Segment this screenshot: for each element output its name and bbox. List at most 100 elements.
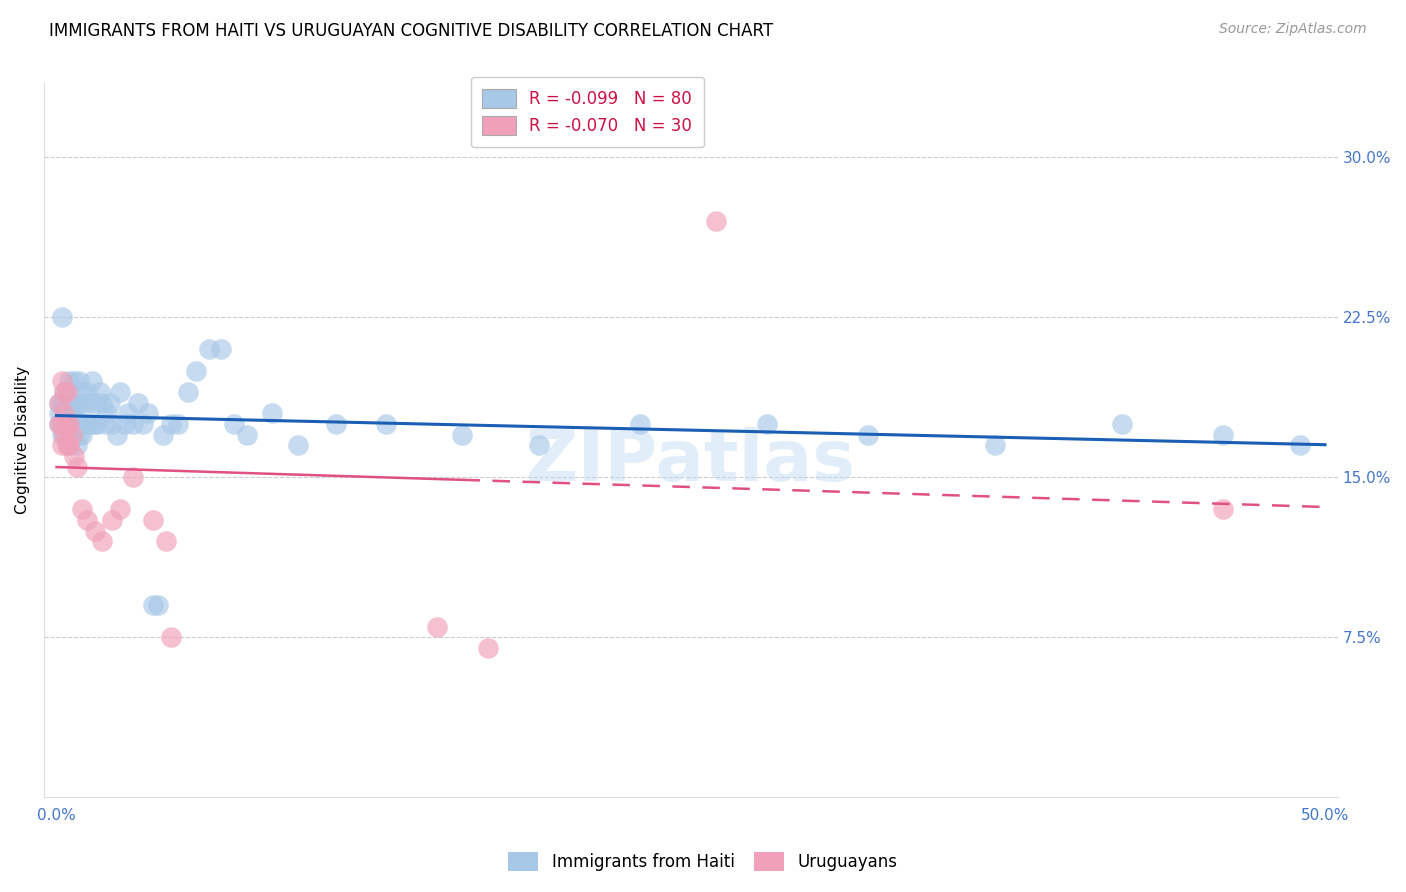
Text: Source: ZipAtlas.com: Source: ZipAtlas.com xyxy=(1219,22,1367,37)
Point xyxy=(55,417,77,431)
Point xyxy=(63,417,86,431)
Point xyxy=(55,396,77,410)
Point xyxy=(155,534,177,549)
Point xyxy=(197,343,219,357)
Point xyxy=(48,396,70,410)
Point xyxy=(53,427,76,442)
Point xyxy=(984,438,1007,452)
Point xyxy=(48,417,70,431)
Point xyxy=(96,407,118,421)
Point xyxy=(51,427,73,442)
Point xyxy=(48,417,70,431)
Point xyxy=(60,427,83,442)
Point xyxy=(375,417,398,431)
Point xyxy=(63,449,86,463)
Point xyxy=(858,427,880,442)
Point xyxy=(1212,427,1234,442)
Point xyxy=(1111,417,1133,431)
Y-axis label: Cognitive Disability: Cognitive Disability xyxy=(15,366,30,514)
Point xyxy=(53,385,76,400)
Point xyxy=(426,620,449,634)
Point xyxy=(70,427,93,442)
Point xyxy=(66,438,89,452)
Point xyxy=(91,534,114,549)
Point xyxy=(167,417,190,431)
Point xyxy=(73,396,96,410)
Point xyxy=(159,631,181,645)
Point xyxy=(262,407,284,421)
Point xyxy=(236,427,259,442)
Text: IMMIGRANTS FROM HAITI VS URUGUAYAN COGNITIVE DISABILITY CORRELATION CHART: IMMIGRANTS FROM HAITI VS URUGUAYAN COGNI… xyxy=(49,22,773,40)
Point xyxy=(121,417,143,431)
Point xyxy=(177,385,200,400)
Point xyxy=(73,417,96,431)
Point xyxy=(70,385,93,400)
Point xyxy=(477,641,499,656)
Point xyxy=(51,417,73,431)
Point xyxy=(224,417,246,431)
Point xyxy=(89,385,111,400)
Point xyxy=(98,396,121,410)
Point xyxy=(755,417,778,431)
Point xyxy=(53,385,76,400)
Point xyxy=(117,407,139,421)
Point xyxy=(63,407,86,421)
Point xyxy=(83,396,105,410)
Point xyxy=(79,396,101,410)
Point xyxy=(60,396,83,410)
Point xyxy=(53,407,76,421)
Point xyxy=(704,214,727,228)
Point xyxy=(152,427,174,442)
Text: ZIPatlas: ZIPatlas xyxy=(526,427,856,496)
Point xyxy=(628,417,651,431)
Point xyxy=(107,427,129,442)
Point xyxy=(287,438,309,452)
Point xyxy=(60,407,83,421)
Point xyxy=(101,513,124,527)
Point xyxy=(76,417,98,431)
Point xyxy=(55,385,77,400)
Point xyxy=(67,427,90,442)
Point xyxy=(76,513,98,527)
Point xyxy=(108,385,131,400)
Point xyxy=(55,407,77,421)
Point xyxy=(83,417,105,431)
Point xyxy=(51,310,73,325)
Point xyxy=(55,417,77,431)
Point xyxy=(58,417,80,431)
Point xyxy=(53,427,76,442)
Point xyxy=(1288,438,1310,452)
Point xyxy=(66,417,89,431)
Point xyxy=(101,417,124,431)
Point xyxy=(51,396,73,410)
Legend: R = -0.099   N = 80, R = -0.070   N = 30: R = -0.099 N = 80, R = -0.070 N = 30 xyxy=(471,77,703,147)
Point xyxy=(70,417,93,431)
Point xyxy=(451,427,474,442)
Point xyxy=(136,407,159,421)
Point xyxy=(53,407,76,421)
Point xyxy=(121,470,143,484)
Point xyxy=(159,417,181,431)
Point xyxy=(86,417,108,431)
Point xyxy=(58,396,80,410)
Point xyxy=(66,459,89,474)
Point xyxy=(108,502,131,516)
Point xyxy=(127,396,149,410)
Point xyxy=(184,364,207,378)
Point xyxy=(67,375,90,389)
Point xyxy=(80,375,103,389)
Point xyxy=(48,396,70,410)
Point xyxy=(83,524,105,538)
Point xyxy=(79,417,101,431)
Point xyxy=(94,417,117,431)
Point xyxy=(51,438,73,452)
Point xyxy=(142,599,165,613)
Point xyxy=(325,417,347,431)
Point xyxy=(55,438,77,452)
Point xyxy=(48,407,70,421)
Point xyxy=(58,417,80,431)
Point xyxy=(58,438,80,452)
Point xyxy=(51,375,73,389)
Point xyxy=(60,427,83,442)
Point xyxy=(211,343,233,357)
